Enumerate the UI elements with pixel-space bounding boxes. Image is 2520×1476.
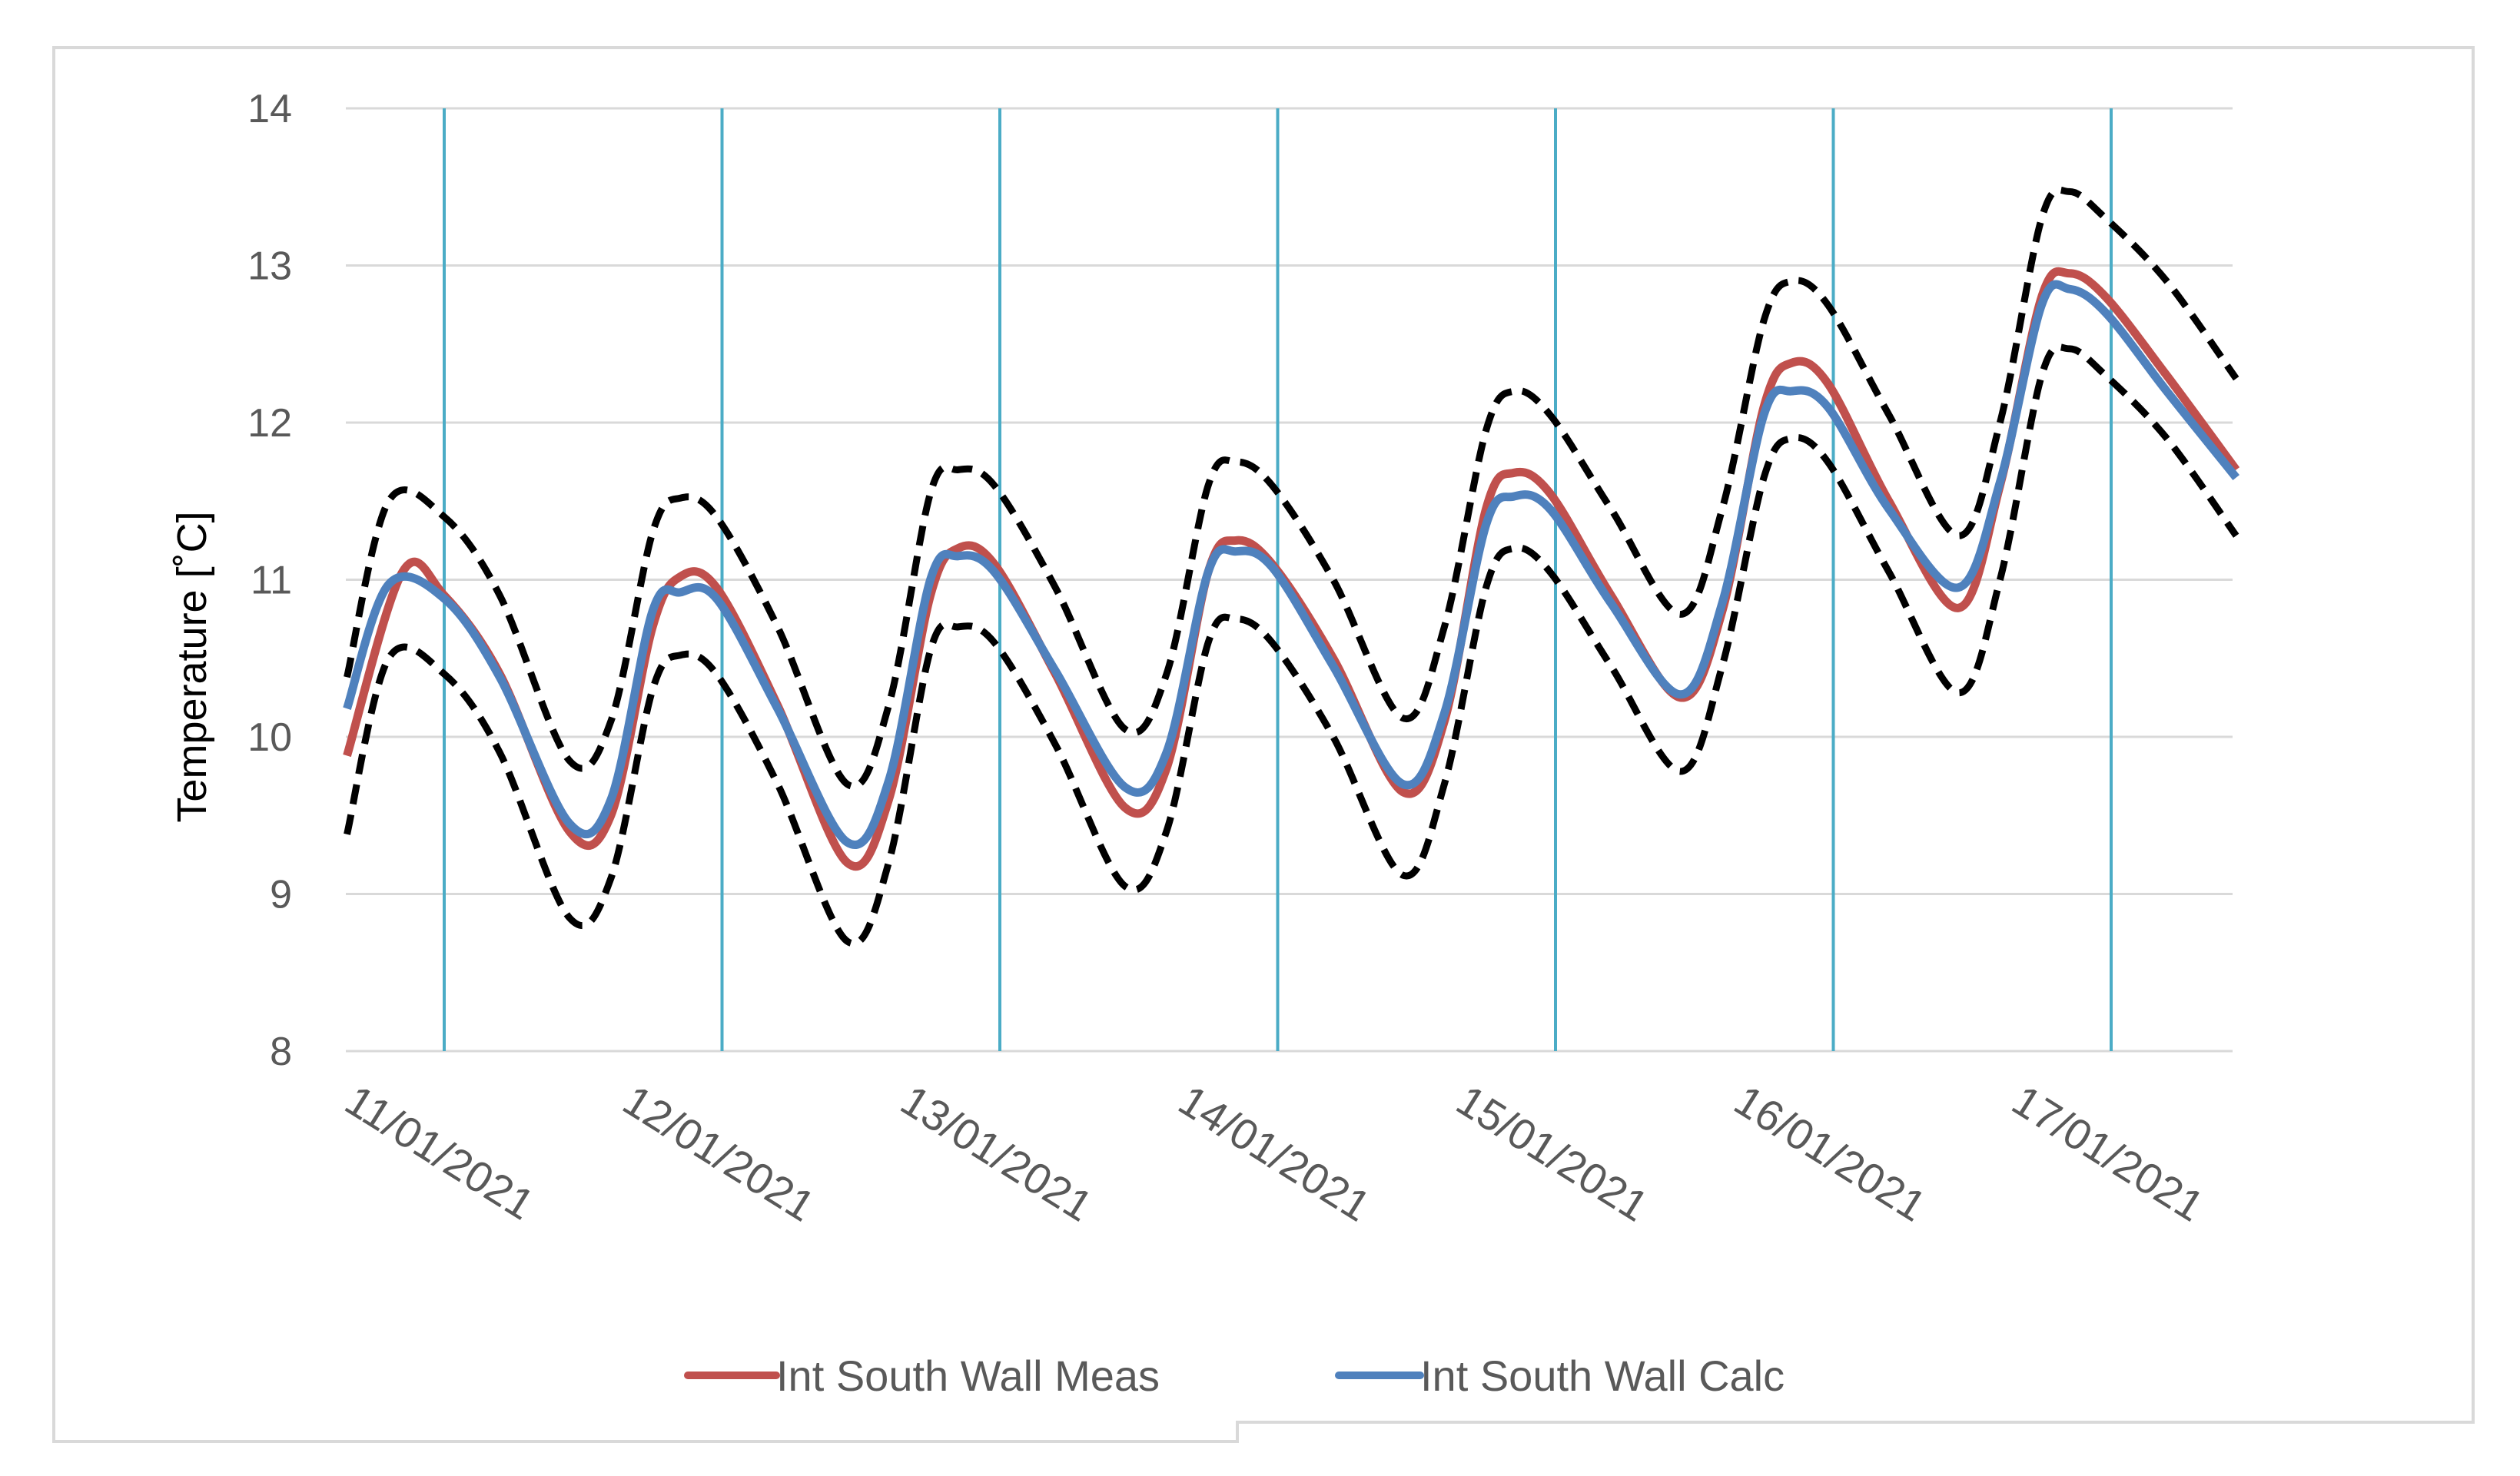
series-line-meas — [343, 267, 2240, 871]
x-tick-labels: 11/01/2021 12/01/2021 13/01/2021 14/01/2021… — [337, 1076, 2213, 1231]
series-line-upper-bound — [344, 186, 2239, 790]
y-tick-label: 12 — [247, 401, 292, 446]
y-tick-label: 8 — [270, 1030, 292, 1074]
y-axis-label: Temperature [˚C] — [169, 511, 215, 822]
series-line-lower-bound — [344, 343, 2239, 947]
legend-label-calc: Int South Wall Calc — [1420, 1352, 1785, 1400]
y-tick-label: 11 — [251, 559, 292, 603]
legend-label-meas: Int South Wall Meas — [776, 1352, 1160, 1400]
y-tick-label: 13 — [247, 244, 292, 289]
x-tick-label: 17/01/2021 — [2004, 1076, 2213, 1231]
x-tick-label: 11/01/2021 — [337, 1076, 543, 1229]
x-tick-label: 12/01/2021 — [615, 1076, 823, 1231]
x-tick-label: 15/01/2021 — [1449, 1076, 1657, 1231]
x-tick-label: 16/01/2021 — [1726, 1076, 1934, 1231]
legend: Int South Wall Meas Int South Wall Calc — [684, 1352, 1785, 1400]
x-tick-label: 13/01/2021 — [893, 1076, 1101, 1231]
series-layer — [343, 186, 2240, 947]
y-tick-labels: 8 9 10 11 12 13 14 — [247, 87, 292, 1074]
series-line-calc — [343, 280, 2239, 849]
y-tick-label: 9 — [270, 873, 292, 917]
x-tick-label: 14/01/2021 — [1170, 1076, 1379, 1231]
y-tick-label: 14 — [247, 87, 292, 131]
y-tick-label: 10 — [247, 715, 292, 760]
chart-border — [52, 46, 2475, 1443]
